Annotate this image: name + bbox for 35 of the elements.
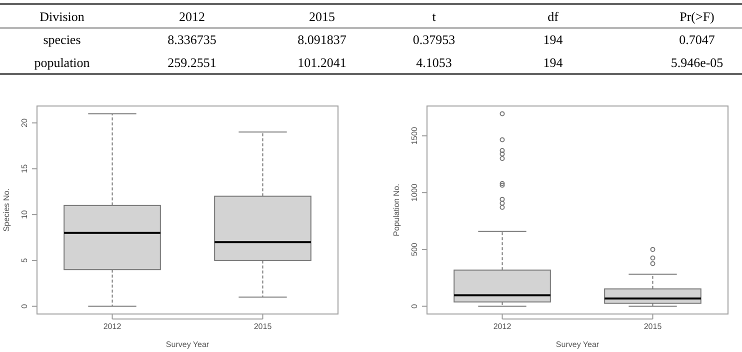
y-tick-label: 0 bbox=[20, 304, 29, 309]
y-tick-label: 1000 bbox=[410, 183, 419, 202]
text: 194 bbox=[543, 32, 563, 47]
category-label: t bbox=[432, 9, 436, 24]
y-tick-label: 500 bbox=[410, 242, 419, 256]
y-axis-title: Population No. bbox=[392, 184, 401, 236]
y-tick-label: 1500 bbox=[410, 126, 419, 145]
category-label: Division bbox=[40, 9, 85, 24]
category-label: 2015 bbox=[309, 9, 335, 24]
x-tick-label: 2012 bbox=[103, 322, 122, 331]
x-axis-title: Survey Year bbox=[166, 340, 210, 349]
y-axis-title: Species No. bbox=[2, 188, 11, 232]
y-tick-label: 10 bbox=[20, 210, 29, 220]
y-tick-label: 15 bbox=[20, 164, 29, 174]
x-tick-label: 2012 bbox=[493, 322, 512, 331]
text: 8.091837 bbox=[298, 32, 346, 47]
text: 4.1053 bbox=[416, 55, 452, 70]
text: 194 bbox=[543, 55, 563, 70]
text: 5.946e-05 bbox=[670, 55, 724, 70]
text: 0.37953 bbox=[412, 32, 456, 47]
category-label: df bbox=[548, 9, 560, 24]
text: 8.336735 bbox=[168, 32, 216, 47]
category-label: population bbox=[34, 55, 90, 70]
x-axis-title: Survey Year bbox=[556, 340, 600, 349]
text: 259.2551 bbox=[168, 55, 216, 70]
category-label: 2012 bbox=[179, 9, 205, 24]
text: 101.2041 bbox=[298, 55, 346, 70]
y-tick-label: 0 bbox=[410, 304, 419, 308]
x-tick-label: 2015 bbox=[644, 322, 662, 331]
category-label: Pr(>F) bbox=[680, 9, 714, 24]
y-tick-label: 20 bbox=[20, 118, 29, 128]
category-label: species bbox=[43, 32, 81, 47]
text: 0.7047 bbox=[679, 32, 715, 47]
y-tick-label: 5 bbox=[20, 258, 29, 263]
x-tick-label: 2015 bbox=[254, 322, 272, 331]
